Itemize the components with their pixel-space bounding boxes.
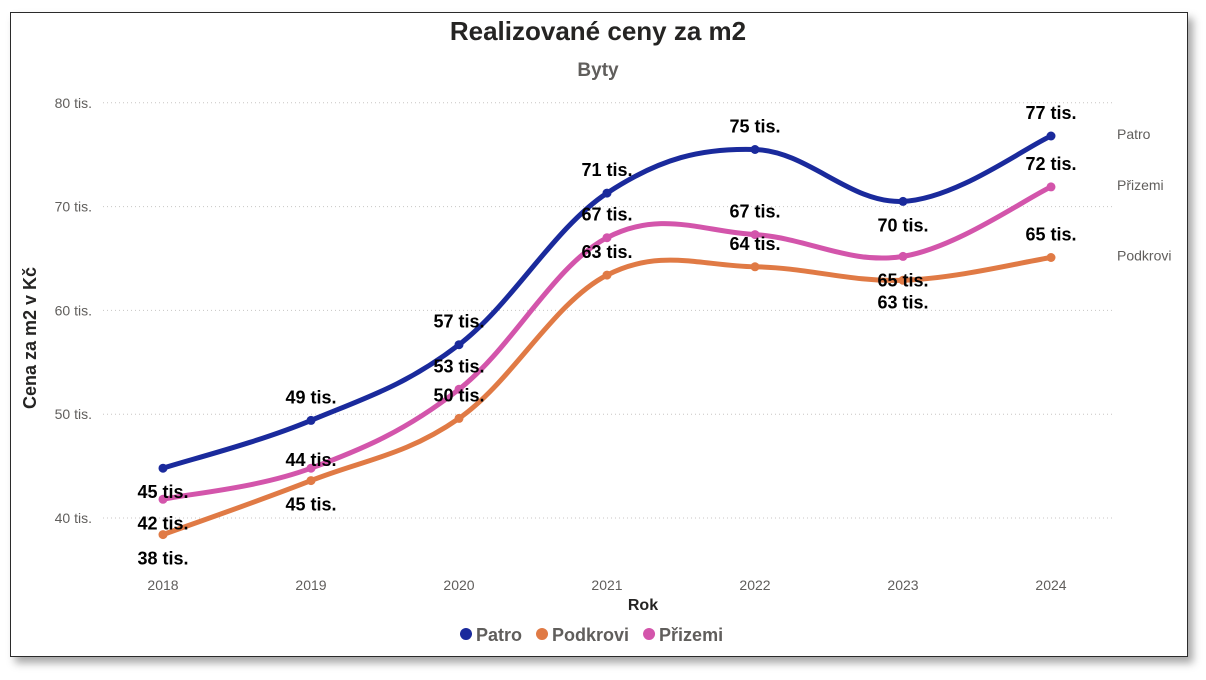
gridlines [103, 102, 1112, 519]
x-tick-label: 2020 [443, 577, 474, 593]
data-point[interactable] [602, 188, 612, 198]
x-tick-label: 2019 [295, 577, 326, 593]
x-tick-label: 2018 [147, 577, 178, 593]
chart-card [10, 12, 1188, 657]
data-point[interactable] [750, 230, 760, 240]
data-point[interactable] [750, 262, 760, 272]
data-label: 42 tis. [137, 513, 188, 533]
x-tick-label: 2024 [1035, 577, 1066, 593]
data-label: 65 tis. [1025, 224, 1076, 244]
data-labels: 45 tis. 49 tis. 57 tis. 71 tis. 75 tis. 70 ti… [137, 103, 1076, 569]
series-patro [158, 131, 1056, 473]
data-point[interactable] [306, 463, 316, 473]
data-label: 63 tis. [877, 292, 928, 312]
data-point[interactable] [1046, 182, 1056, 192]
data-point[interactable] [454, 340, 464, 350]
y-axis-title: Cena za m2 v Kč [20, 267, 40, 409]
series-lines [158, 131, 1056, 540]
data-label: 65 tis. [877, 270, 928, 290]
legend-marker-icon [643, 628, 656, 640]
data-point[interactable] [898, 251, 908, 261]
y-tick-label: 50 tis. [55, 406, 92, 422]
data-point[interactable] [158, 494, 168, 504]
series-end-label: Patro [1117, 126, 1151, 142]
data-point[interactable] [898, 196, 908, 206]
data-label: 45 tis. [137, 482, 188, 502]
x-axis-title: Rok [628, 597, 658, 614]
data-label: 77 tis. [1025, 103, 1076, 123]
data-label: 44 tis. [285, 450, 336, 470]
data-label: 53 tis. [433, 356, 484, 376]
y-tick-label: 80 tis. [55, 95, 92, 111]
data-point[interactable] [158, 463, 168, 473]
data-point[interactable] [454, 413, 464, 423]
data-label: 49 tis. [285, 387, 336, 407]
chart-title: Realizované ceny za m2 [450, 16, 746, 46]
y-tick-label: 60 tis. [55, 302, 92, 318]
x-tick-label: 2023 [887, 577, 918, 593]
data-label: 57 tis. [433, 312, 484, 332]
data-point[interactable] [602, 270, 612, 280]
data-label: 75 tis. [729, 117, 780, 137]
data-label: 38 tis. [137, 549, 188, 569]
data-label: 45 tis. [285, 495, 336, 515]
y-axis-ticks: 40 tis. 50 tis. 60 tis. 70 tis. 80 tis. [55, 95, 92, 526]
legend[interactable]: Patro Podkrovi Přizemi [460, 625, 723, 645]
series-podkrovi [158, 253, 1056, 540]
series-end-label: Přizemi [1117, 177, 1164, 193]
legend-label: Podkrovi [552, 625, 629, 645]
y-tick-label: 70 tis. [55, 199, 92, 215]
series-přizemi [158, 182, 1056, 504]
data-point[interactable] [602, 233, 612, 243]
legend-marker-icon [536, 628, 549, 640]
data-label: 67 tis. [729, 202, 780, 222]
data-point[interactable] [306, 476, 316, 486]
data-label: 71 tis. [581, 160, 632, 180]
legend-label: Patro [476, 625, 522, 645]
y-tick-label: 40 tis. [55, 510, 92, 526]
data-label: 50 tis. [433, 385, 484, 405]
series-end-labels: Patro Podkrovi Přizemi [1117, 126, 1171, 263]
data-point[interactable] [1046, 253, 1056, 262]
data-label: 63 tis. [581, 242, 632, 262]
data-point[interactable] [158, 530, 168, 540]
data-point[interactable] [898, 275, 908, 285]
legend-item-přizemi[interactable]: Přizemi [643, 625, 723, 645]
x-tick-label: 2022 [739, 577, 770, 593]
data-point[interactable] [750, 145, 760, 154]
data-label: 72 tis. [1025, 154, 1076, 174]
x-axis-ticks: 2018 2019 2020 2021 2022 2023 2024 [147, 577, 1066, 593]
legend-item-podkrovi[interactable]: Podkrovi [536, 625, 629, 645]
legend-item-patro[interactable]: Patro [460, 625, 522, 645]
data-point[interactable] [1046, 131, 1056, 141]
x-tick-label: 2021 [591, 577, 622, 593]
data-label: 64 tis. [729, 234, 780, 254]
legend-label: Přizemi [659, 625, 723, 645]
data-point[interactable] [454, 384, 464, 394]
data-label: 70 tis. [877, 215, 928, 235]
chart-subtitle: Byty [577, 60, 619, 81]
data-label: 67 tis. [581, 205, 632, 225]
series-end-label: Podkrovi [1117, 247, 1171, 263]
data-point[interactable] [306, 415, 316, 425]
legend-marker-icon [460, 628, 472, 640]
